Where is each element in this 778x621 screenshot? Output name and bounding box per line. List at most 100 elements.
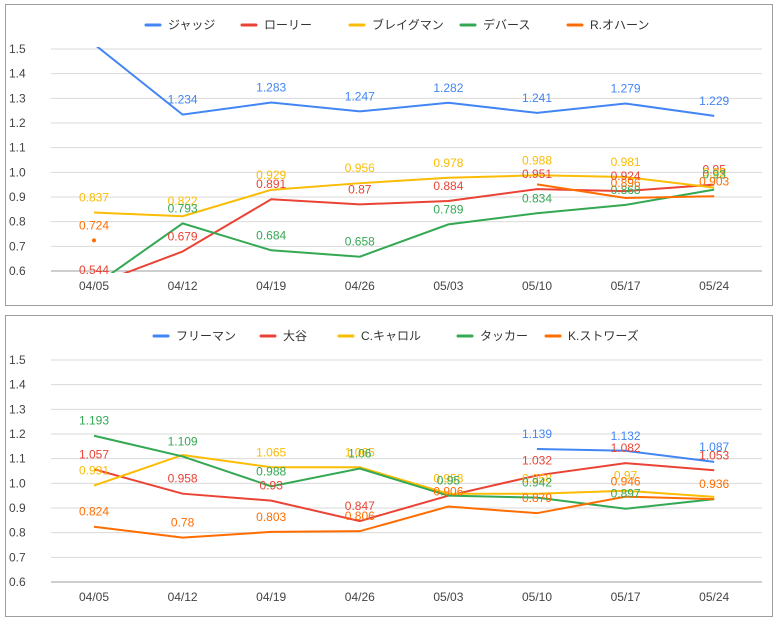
data-label: 0.891 xyxy=(256,177,286,191)
data-label: 0.981 xyxy=(611,155,641,169)
series-line xyxy=(110,188,715,273)
legend-label: デバース xyxy=(483,17,530,32)
data-label: 1.109 xyxy=(168,434,198,448)
data-label: 0.544 xyxy=(79,263,109,277)
x-tick-label: 04/12 xyxy=(168,590,198,604)
data-label: 0.806 xyxy=(345,509,375,523)
data-label: 0.903 xyxy=(699,174,729,188)
data-label: 1.234 xyxy=(168,93,198,107)
legend-label: K.ストワーズ xyxy=(568,328,639,343)
series-lines xyxy=(92,47,715,273)
y-tick-label: 1.3 xyxy=(9,91,26,105)
x-tick-label: 04/26 xyxy=(345,590,375,604)
data-point xyxy=(92,238,96,243)
data-label: 0.684 xyxy=(256,228,286,242)
data-label: 0.789 xyxy=(433,202,463,216)
y-tick-label: 1.0 xyxy=(9,165,26,179)
chart-panel-1: 0.6 0.7 0.8 0.9 1.0 1.1 1.2 1.3 1.4 1.5 04/05 04/12… xyxy=(5,4,773,306)
data-label: 0.803 xyxy=(256,510,286,524)
x-tick-label: 05/24 xyxy=(699,590,729,604)
data-label: 0.78 xyxy=(171,516,195,530)
series-line xyxy=(122,183,715,273)
data-label: 1.032 xyxy=(522,453,552,467)
series-line xyxy=(93,495,715,539)
data-label: 0.87 xyxy=(348,182,372,196)
y-tick-label: 1.0 xyxy=(9,476,26,490)
series-line xyxy=(93,434,715,510)
data-label: 0.95 xyxy=(703,163,727,177)
data-label: 0.906 xyxy=(433,485,463,499)
data-label: 0.847 xyxy=(345,499,375,513)
data-label: 0.946 xyxy=(611,475,641,489)
data-label: 1.241 xyxy=(522,91,552,105)
data-label: 0.988 xyxy=(256,464,286,478)
legend-label: ローリー xyxy=(264,18,312,32)
data-label: 1.279 xyxy=(611,82,641,96)
y-tick-label: 0.6 xyxy=(9,575,26,589)
data-label: 0.978 xyxy=(433,156,463,170)
series-line xyxy=(536,183,715,199)
data-label: 0.956 xyxy=(345,161,375,175)
data-label: 0.988 xyxy=(522,153,552,167)
data-label: 0.929 xyxy=(256,168,286,182)
data-label: 0.658 xyxy=(345,235,375,249)
data-label: 0.97 xyxy=(614,469,638,483)
x-tick-label: 05/03 xyxy=(433,590,463,604)
data-label: 1.229 xyxy=(699,94,729,108)
data-label: 0.822 xyxy=(168,194,198,208)
data-label: 1.282 xyxy=(433,81,463,95)
data-label: 1.247 xyxy=(345,89,375,103)
data-label: 0.724 xyxy=(79,218,109,232)
legend-label: ジャッジ xyxy=(168,18,215,32)
data-label: 0.897 xyxy=(611,487,641,501)
y-tick-label: 1.3 xyxy=(9,402,26,416)
x-tick-label: 04/05 xyxy=(79,590,109,604)
y-tick-label: 1.2 xyxy=(9,116,26,130)
y-tick-label: 1.1 xyxy=(9,141,26,155)
series-line xyxy=(96,47,715,117)
data-label: 1.193 xyxy=(79,414,109,428)
data-label: 0.991 xyxy=(79,464,109,478)
data-label: 0.942 xyxy=(522,476,552,490)
y-tick-label: 0.9 xyxy=(9,501,26,515)
data-label: 0.93 xyxy=(260,479,284,493)
y-tick-label: 1.1 xyxy=(9,452,26,466)
x-tick-label: 04/19 xyxy=(256,279,286,293)
y-tick-label: 0.7 xyxy=(9,239,26,253)
y-tick-label: 0.6 xyxy=(9,264,26,278)
series-line xyxy=(93,453,715,498)
series-line xyxy=(536,448,715,463)
y-tick-label: 1.2 xyxy=(9,427,26,441)
data-label: 0.896 xyxy=(611,176,641,190)
legend-label: R.オハーン xyxy=(590,18,649,32)
legend-label: フリーマン xyxy=(176,329,236,343)
data-label: 0.679 xyxy=(168,230,198,244)
data-label: 0.793 xyxy=(168,201,198,215)
y-tick-label: 0.8 xyxy=(9,215,26,229)
y-tick-label: 1.4 xyxy=(9,378,26,392)
data-label: 0.879 xyxy=(522,491,552,505)
x-tick-label: 05/17 xyxy=(611,279,641,293)
line-chart-2: 0.6 0.7 0.8 0.9 1.0 1.1 1.2 1.3 1.4 1.5 04/05 04/12… xyxy=(9,328,762,604)
x-tick-label: 05/17 xyxy=(611,590,641,604)
data-label: 0.936 xyxy=(699,477,729,491)
data-label: 1.139 xyxy=(522,427,552,441)
data-label: 0.95 xyxy=(437,474,461,488)
y-tick-label: 1.5 xyxy=(9,353,26,367)
y-tick-label: 0.8 xyxy=(9,526,26,540)
y-tick-label: 0.7 xyxy=(9,550,26,564)
x-tick-label: 05/10 xyxy=(522,279,552,293)
data-label: 1.065 xyxy=(256,445,286,459)
y-tick-label: 1.4 xyxy=(9,67,26,81)
x-tick-label: 04/05 xyxy=(79,279,109,293)
data-label: 0.924 xyxy=(611,169,641,183)
series-lines xyxy=(93,434,715,539)
series-line xyxy=(93,174,715,218)
data-label: 0.958 xyxy=(433,472,463,486)
y-tick-label: 0.9 xyxy=(9,190,26,204)
data-label: 1.053 xyxy=(699,448,729,462)
data-label: 1.087 xyxy=(699,440,729,454)
data-label: 1.132 xyxy=(611,429,641,443)
legend-label: C.キャロル xyxy=(361,329,421,343)
x-tick-label: 05/24 xyxy=(699,279,729,293)
